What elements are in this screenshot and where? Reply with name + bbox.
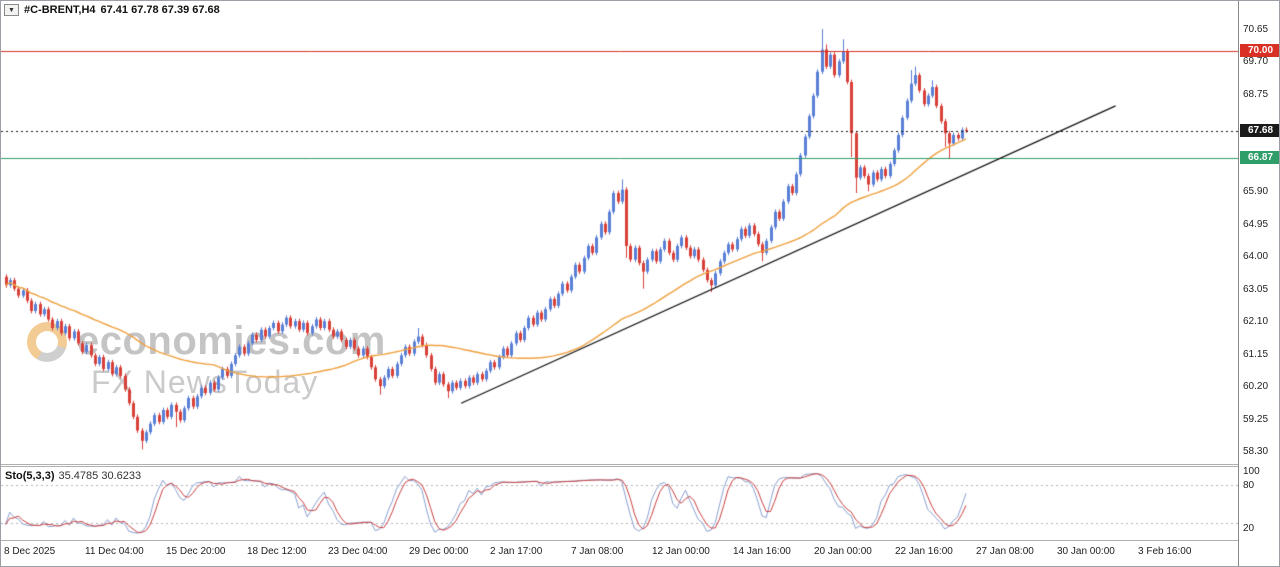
time-label: 15 Dec 20:00 — [166, 546, 226, 557]
time-label: 12 Jan 00:00 — [652, 546, 710, 557]
main-chart-pane: economies.com FX NewsToday ▼ #C-BRENT,H4… — [1, 1, 1238, 465]
price-tick: 69.70 — [1243, 56, 1269, 68]
time-label: 2 Jan 17:00 — [490, 546, 543, 557]
symbol-dropdown-button[interactable]: ▼ — [4, 4, 19, 16]
time-label: 20 Jan 00:00 — [814, 546, 872, 557]
time-label: 29 Dec 00:00 — [409, 546, 469, 557]
time-label: 23 Dec 04:00 — [328, 546, 388, 557]
price-tick: 59.25 — [1243, 413, 1269, 425]
time-label: 27 Jan 08:00 — [976, 546, 1034, 557]
time-label: 14 Jan 16:00 — [733, 546, 791, 557]
indicator-values: 35.4785 30.6233 — [58, 470, 142, 482]
time-label: 8 Dec 2025 — [4, 546, 56, 557]
time-label: 30 Jan 00:00 — [1057, 546, 1115, 557]
price-tick: 64.00 — [1243, 251, 1269, 263]
price-tick: 68.75 — [1243, 88, 1269, 100]
time-axis[interactable]: 8 Dec 2025 11 Dec 04:00 15 Dec 20:00 18 Dec… — [1, 542, 1238, 566]
time-label: 22 Jan 16:00 — [895, 546, 953, 557]
price-tick: 65.90 — [1243, 186, 1269, 198]
sto-axis-tick: 100 — [1243, 466, 1260, 477]
time-label: 3 Feb 16:00 — [1138, 546, 1192, 557]
symbol-label: #C-BRENT,H4 — [24, 4, 96, 16]
price-tick: 58.30 — [1243, 446, 1269, 458]
sto-axis-tick: 80 — [1243, 480, 1255, 492]
indicator-label: Sto(5,3,3) 35.4785 30.6233 — [5, 470, 141, 482]
price-badge: 67.68 — [1240, 123, 1279, 137]
time-label: 7 Jan 08:00 — [571, 546, 624, 557]
price-tick: 70.65 — [1243, 24, 1269, 36]
time-label: 11 Dec 04:00 — [85, 546, 144, 557]
chevron-down-icon: ▼ — [8, 6, 15, 14]
price-tick: 60.20 — [1243, 381, 1269, 393]
price-tick: 62.10 — [1243, 316, 1269, 328]
stochastic-pane: Sto(5,3,3) 35.4785 30.6233 — [1, 466, 1238, 541]
stochastic-canvas[interactable] — [1, 468, 1238, 540]
price-axis[interactable]: 70.65 69.70 68.75 65.90 64.95 64.00 63.05 62.10… — [1238, 1, 1279, 566]
price-badge: 70.00 — [1240, 44, 1279, 58]
price-chart-canvas[interactable] — [1, 1, 1238, 464]
sto-axis-tick: 20 — [1243, 523, 1255, 534]
price-badge: 66.87 — [1240, 151, 1279, 165]
time-label: 18 Dec 12:00 — [247, 546, 307, 557]
indicator-name: Sto(5,3,3) — [5, 470, 55, 482]
price-tick: 64.95 — [1243, 218, 1269, 230]
symbol-info-bar: ▼ #C-BRENT,H4 67.41 67.78 67.39 67.68 — [4, 4, 220, 16]
price-tick: 63.05 — [1243, 283, 1269, 295]
symbol-ohlc-values: 67.41 67.78 67.39 67.68 — [100, 4, 220, 16]
price-tick: 61.15 — [1243, 348, 1269, 360]
